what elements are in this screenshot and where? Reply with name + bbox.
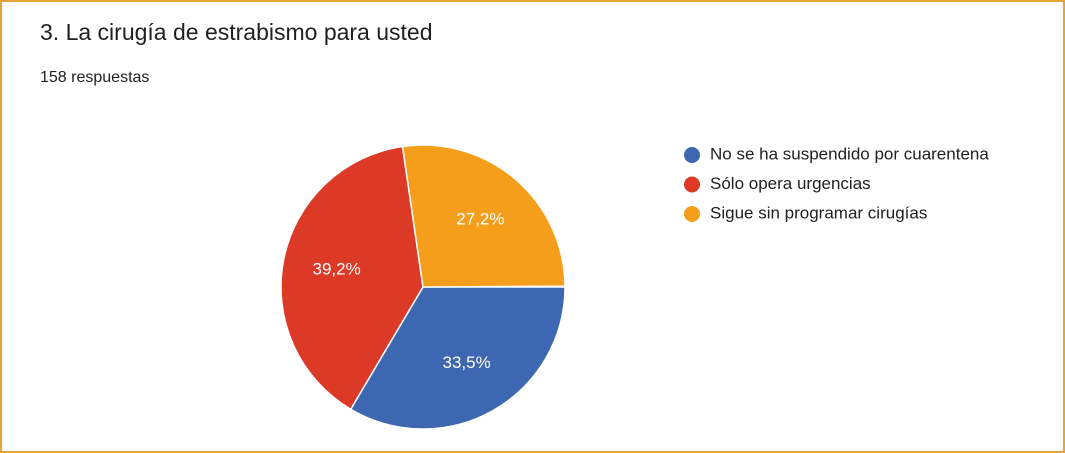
chart-title: 3. La cirugía de estrabismo para usted bbox=[40, 19, 433, 45]
slice-label: 27,2% bbox=[456, 210, 504, 229]
pie-slice bbox=[280, 145, 424, 411]
legend-swatch bbox=[684, 147, 700, 163]
legend-label: Sólo opera urgencias bbox=[710, 174, 871, 193]
legend-label: Sigue sin programar cirugías bbox=[710, 203, 927, 222]
pie-slice bbox=[349, 286, 566, 430]
legend-swatch bbox=[684, 206, 700, 222]
chart-subtitle: 158 respuestas bbox=[40, 69, 149, 86]
legend-swatch bbox=[684, 176, 700, 193]
slice-label: 39,2% bbox=[313, 259, 361, 278]
slice-label: 33,5% bbox=[443, 353, 491, 372]
pie-slice bbox=[401, 144, 566, 288]
legend-label: No se ha suspendido por cuarentena bbox=[710, 144, 989, 163]
